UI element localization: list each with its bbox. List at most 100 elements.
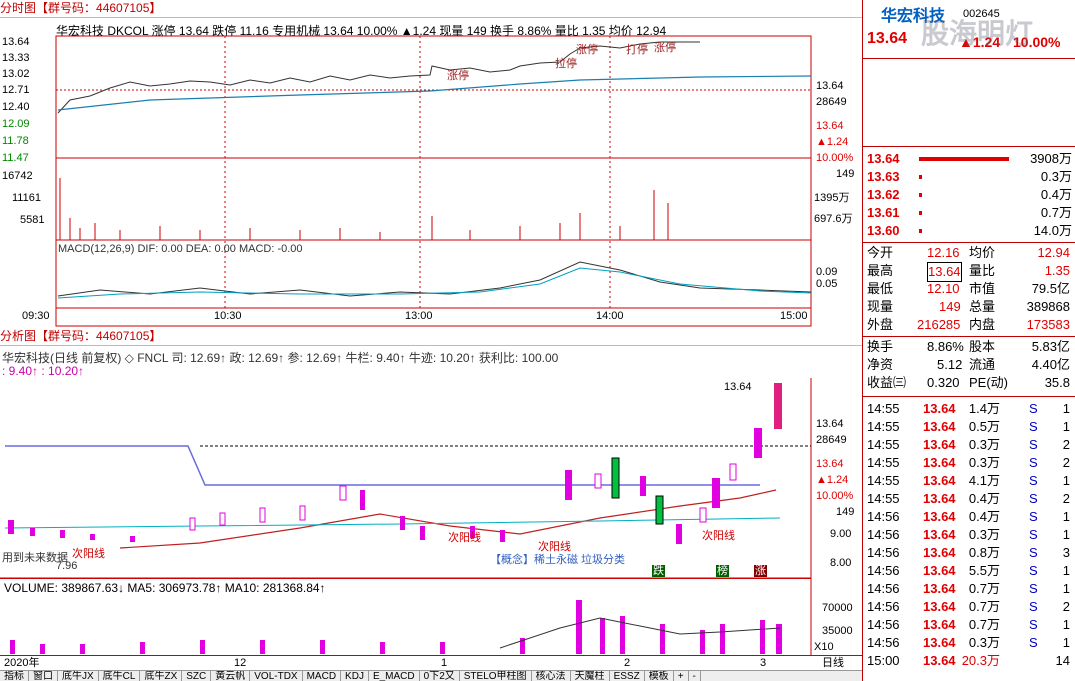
right-tick-change: ▲1.24 <box>816 136 849 148</box>
tab-kdj[interactable]: KDJ <box>341 671 369 681</box>
tick-row: 14:55 13.64 1.4万 S 1 <box>867 401 1070 416</box>
price-change: ▲1.24 <box>959 34 1001 50</box>
tick-row: 14:56 13.64 0.3万 S 1 <box>867 527 1070 542</box>
daily-right-tick: ▲1.24 <box>816 474 849 486</box>
tab[interactable]: 核心法 <box>532 671 571 681</box>
tab[interactable]: 天魔柱 <box>571 671 610 681</box>
tick-row: 14:55 13.64 0.3万 S 2 <box>867 437 1070 452</box>
price-line <box>57 41 700 114</box>
stat-row: 今开 12.16 均价 12.94 <box>867 245 1070 260</box>
tick-row: 14:56 13.64 0.8万 S 3 <box>867 545 1070 560</box>
volume-label: VOLUME: 389867.63↓ MA5: 306973.78↑ MA10:… <box>4 581 326 595</box>
bid-row: 13.63 0.3万 <box>867 169 1072 184</box>
time-tick-0: 09:30 <box>22 310 50 322</box>
daily-group: 【群号码：44607105】 <box>36 329 162 343</box>
right-tick-macd1: 0.09 <box>816 266 838 278</box>
vol-tick-1: 11161 <box>12 192 41 204</box>
stat-row: 现量 149 总量 389868 <box>867 299 1070 314</box>
tab-add[interactable]: + <box>674 671 689 681</box>
date-tick: 3 <box>760 657 767 669</box>
stat-row: 最低 12.10 市值 79.5亿 <box>867 281 1070 296</box>
daily-high-label: 13.64 <box>724 381 752 393</box>
stat-row: 外盘 216285 内盘 173583 <box>867 317 1070 332</box>
avg-price-line <box>57 75 812 111</box>
tab[interactable]: E_MACD <box>369 671 420 681</box>
daily-chart[interactable] <box>0 378 862 658</box>
tab[interactable]: VOL-TDX <box>250 671 303 681</box>
tab-remove[interactable]: - <box>689 671 701 681</box>
vol-tick: X10 <box>814 641 834 653</box>
daily-right-tick: 28649 <box>816 434 847 446</box>
price-tick-4: 12.40 <box>2 101 30 113</box>
right-tick-price: 13.64 <box>816 80 844 92</box>
price-pct: 10.00% <box>1013 34 1061 50</box>
tab-indicator[interactable]: 指标 <box>0 671 29 681</box>
tab-template[interactable]: 模板 <box>645 671 674 681</box>
stock-name: 华宏科技 <box>881 8 946 25</box>
tab[interactable]: 黄云帆 <box>211 671 251 681</box>
time-tick-4: 15:00 <box>780 310 808 322</box>
price-tick-7: 11.47 <box>2 152 29 164</box>
tick-row: 14:56 13.64 0.7万 S 1 <box>867 617 1070 632</box>
badge: 涨 <box>754 565 767 577</box>
price-tick-3: 12.71 <box>2 84 30 96</box>
daily-candles <box>8 383 782 544</box>
daily-annotation: 用到未来数据 <box>2 552 68 564</box>
daily-title-bar: 分析图【群号码：44607105】 <box>0 328 862 346</box>
time-tick-1: 10:30 <box>214 310 242 322</box>
stock-code: 002645 <box>963 8 1000 20</box>
support-line <box>5 445 760 486</box>
tab[interactable]: 0下2又 <box>420 671 460 681</box>
daily-info: 华宏科技(日线 前复权) ◇ FNCL 司: 12.69↑ 政: 12.69↑ … <box>2 351 559 365</box>
daily-annotation: 7.96 <box>56 560 78 572</box>
tick-row: 14:55 13.64 0.4万 S 2 <box>867 491 1070 506</box>
right-tick-macd2: 0.05 <box>816 278 838 290</box>
price-tick-2: 13.02 <box>2 68 30 80</box>
price-tick-0: 13.64 <box>2 36 30 48</box>
date-tick: 2020年 <box>4 657 40 669</box>
right-tick-vol2: 697.6万 <box>814 213 853 225</box>
tab-macd[interactable]: MACD <box>303 671 342 681</box>
daily-annotation: 次阳线 <box>448 532 481 544</box>
intraday-annotation: 打停 <box>626 44 648 56</box>
tab[interactable]: 底牛JX <box>58 671 99 681</box>
bid-row: 13.64 3908万 <box>867 151 1072 166</box>
vol-tick-2: 5581 <box>20 214 45 226</box>
tab[interactable]: 底牛CL <box>99 671 141 681</box>
daily-right-tick: 9.00 <box>830 528 852 540</box>
daily-right-tick: 13.64 <box>816 458 844 470</box>
intraday-annotation: 涨停 <box>576 44 598 56</box>
date-tick: 2 <box>624 657 631 669</box>
badge: 跌 <box>652 565 665 577</box>
tab[interactable]: STELO甲柱图 <box>460 671 532 681</box>
daily-volume-bars <box>10 600 782 654</box>
tick-row: 14:56 13.64 0.7万 S 1 <box>867 581 1070 596</box>
vol-tick-0: 16742 <box>2 170 33 182</box>
daily-title: 分析图 <box>0 329 37 343</box>
tab[interactable]: ESSZ <box>610 671 645 681</box>
daily-annotation: 次阳线 <box>702 530 735 542</box>
tick-row: 14:56 13.64 5.5万 S 1 <box>867 563 1070 578</box>
concept-tag[interactable]: 【概念】稀土永磁 垃圾分类 <box>490 554 626 566</box>
daily-info2: : 9.40↑ : 10.20↑ <box>2 364 85 378</box>
macd-label: MACD(12,26,9) DIF: 0.00 DEA: 0.00 MACD: … <box>58 243 303 255</box>
period-selector[interactable]: 日线 <box>822 657 844 669</box>
tab[interactable]: SZC <box>182 671 212 681</box>
ma-line <box>119 489 777 549</box>
date-tick: 1 <box>441 657 448 669</box>
intraday-info: 华宏科技 DKCOL 涨停 13.64 跌停 11.16 专用机械 13.64 … <box>56 24 667 38</box>
stat-row: 最高 13.64 量比 1.35 <box>863 262 1075 282</box>
tab-window[interactable]: 窗口 <box>29 671 58 681</box>
daily-right-tick: 10.00% <box>816 490 854 502</box>
stat-row: 收益㈢ 0.320 PE(动) 35.8 <box>867 375 1070 390</box>
stat-row: 净资 5.12 流通 4.40亿 <box>867 357 1070 372</box>
quote-panel: 华宏科技 002645 13.64 ▲1.24 10.00% 股海明灯 13.6… <box>862 0 1075 681</box>
macd-lines <box>57 261 812 299</box>
daily-annotation: 次阳线 <box>538 541 571 553</box>
intraday-chart[interactable] <box>0 18 862 328</box>
intraday-title-bar: 分时图【群号码：44607105】 <box>0 0 862 18</box>
tick-row: 14:56 13.64 0.3万 S 1 <box>867 635 1070 650</box>
tab[interactable]: 底牛ZX <box>140 671 183 681</box>
last-price: 13.64 <box>867 30 908 47</box>
